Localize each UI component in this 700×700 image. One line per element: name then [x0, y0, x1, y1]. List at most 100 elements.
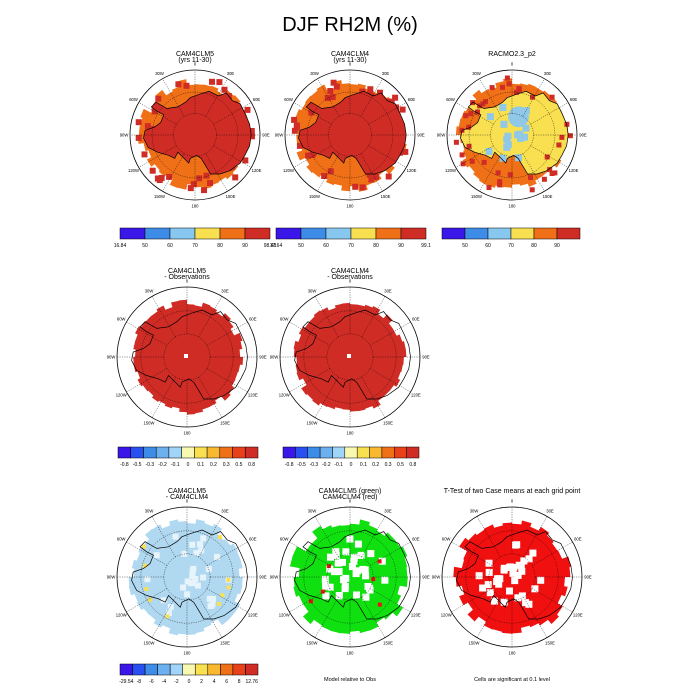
- colorbar-swatch: [245, 663, 259, 676]
- field-cell: [226, 585, 231, 590]
- lon-label: 120W: [116, 393, 127, 398]
- field-cell: [226, 577, 231, 582]
- lon-label: 150E: [383, 420, 393, 425]
- meridian-line: [369, 321, 411, 346]
- field-cell: [320, 589, 325, 594]
- colorbar-label: 98.48: [264, 243, 277, 249]
- field-cell: [377, 559, 382, 564]
- field-cell: [221, 86, 228, 93]
- colorbar-label: 12.76: [245, 679, 258, 685]
- lon-label: 30W: [470, 509, 479, 514]
- panel-cam4clm5-rh2m: 0 30E 60E 90E 120E 150E 180 150W 120W 90W 60W 30W CA…: [120, 51, 270, 209]
- meridian-line: [198, 596, 223, 638]
- lon-label: 120E: [569, 168, 579, 173]
- meridian-line: [479, 153, 502, 192]
- field-cell: [231, 101, 238, 108]
- graticule: [280, 287, 420, 427]
- meridian-line: [293, 145, 332, 168]
- field-cell: [291, 116, 298, 123]
- field-cell: [378, 557, 386, 565]
- field-cell: [482, 99, 488, 105]
- field-cell: [517, 562, 525, 570]
- lon-label: 90W: [432, 575, 441, 580]
- field-cell: [500, 120, 508, 128]
- colorbar-label: 0.2: [210, 462, 217, 468]
- field-cell: [366, 584, 373, 592]
- lon-label: 90E: [417, 133, 425, 138]
- field-cell: [180, 584, 187, 591]
- field-cell: [150, 126, 157, 132]
- colorbar-label: 2: [200, 679, 203, 685]
- lon-label: 60W: [280, 537, 289, 542]
- meridian-line: [198, 296, 223, 338]
- field-cell: [155, 95, 162, 102]
- panel-cam4clm4-rh2m: 0 30E 60E 90E 120E 150E 180 150W 120W 90W 60W 30W CA…: [275, 51, 425, 209]
- map-border: [279, 506, 421, 648]
- field-cell: [453, 139, 459, 145]
- field-cell: [360, 93, 367, 100]
- colorbar-label: -0.3: [145, 462, 154, 468]
- field-cell: [198, 547, 205, 554]
- field-cell: [517, 134, 525, 142]
- lon-label: 30E: [227, 71, 235, 76]
- field-cell: [529, 549, 537, 557]
- field-cell: [469, 158, 475, 164]
- lon-label: 180: [347, 651, 355, 656]
- colorbar-swatch: [245, 446, 259, 459]
- colorbar-label: 0: [187, 462, 190, 468]
- field-cell: [244, 106, 251, 113]
- field-cell: [334, 559, 342, 567]
- field-cell: [207, 180, 213, 186]
- lon-label: 180: [184, 431, 192, 436]
- lon-label: 60E: [249, 317, 257, 322]
- colorbar-label: 80: [531, 243, 537, 249]
- colorbar-swatch: [168, 446, 182, 459]
- lon-label: 90W: [275, 133, 284, 138]
- field-cell: [332, 548, 340, 556]
- colorbar-swatch: [375, 227, 402, 240]
- meridian-line: [162, 78, 185, 117]
- meridian-line: [198, 376, 223, 418]
- field-cell: [228, 114, 235, 121]
- meridian-line: [368, 102, 407, 125]
- meridian-line: [360, 153, 383, 192]
- colorbar-label: 0.8: [409, 462, 416, 468]
- lon-label: 0: [349, 62, 352, 67]
- lon-label: 180: [192, 204, 200, 209]
- field-cell: [206, 595, 213, 602]
- field-cell: [506, 81, 512, 87]
- lon-label: 180: [509, 651, 517, 656]
- field-cell: [331, 568, 338, 576]
- field-layer: [453, 75, 573, 193]
- field-cell: [352, 570, 360, 578]
- panel-subtitle: CAM4CLM4 (red): [323, 494, 378, 501]
- field-cell: [516, 130, 524, 138]
- colorbar-label: 60: [323, 243, 329, 249]
- lon-label: 60W: [280, 317, 289, 322]
- lon-label: 90W: [107, 575, 116, 580]
- colorbar-label: -0.1: [171, 462, 180, 468]
- meridian-line: [369, 541, 411, 566]
- coastline: [143, 90, 252, 175]
- field-cell: [549, 171, 555, 176]
- field-cell: [216, 79, 223, 86]
- lon-label: 90W: [107, 355, 116, 360]
- field-cell: [330, 79, 337, 86]
- meridian-line: [289, 368, 331, 393]
- field-cell: [500, 598, 508, 606]
- field-cell: [466, 143, 472, 149]
- field-cell: [207, 603, 214, 609]
- field-cell: [547, 167, 553, 173]
- lon-label: 30W: [155, 71, 164, 76]
- field-cell: [559, 134, 565, 140]
- lon-label: 0: [194, 62, 197, 67]
- figure-title: DJF RH2M (%): [282, 14, 418, 36]
- meridian-line: [522, 78, 545, 117]
- colorbar-label: 17.64: [270, 243, 283, 249]
- meridian-line: [314, 596, 339, 638]
- field-cell: [500, 84, 505, 90]
- field-cell: [362, 572, 370, 580]
- coastline: [294, 309, 411, 400]
- field-cell: [144, 587, 149, 591]
